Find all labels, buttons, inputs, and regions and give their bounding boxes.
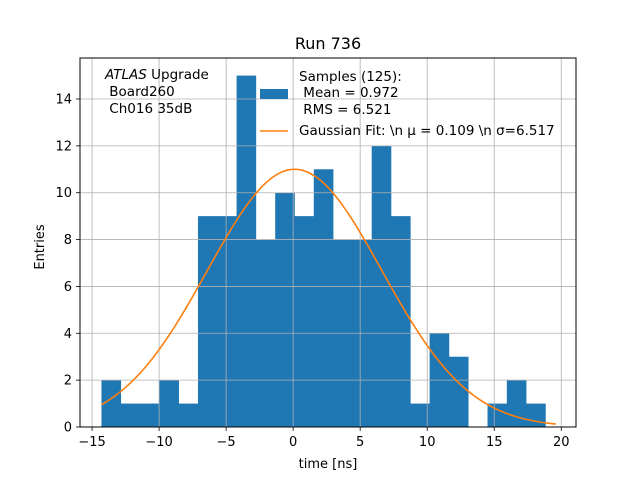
legend-hist-label-3: RMS = 6.521: [299, 102, 391, 118]
histogram-bar: [391, 216, 411, 427]
gaussian-fit-line: [101, 168, 556, 425]
x-tick-label: −10: [145, 435, 172, 450]
y-tick-label: 14: [55, 93, 72, 108]
histogram-bar: [294, 216, 315, 427]
x-tick-label: 15: [486, 435, 503, 450]
legend-hist-label-2: Mean = 0.972: [299, 85, 399, 101]
y-tick-label: 8: [64, 233, 72, 248]
annotation-line-1: ATLAS Upgrade: [104, 67, 209, 83]
histogram-bar: [159, 380, 179, 427]
annotation-line-2: Board260: [105, 84, 175, 100]
legend: Samples (125): Mean = 0.972 RMS = 6.521 …: [260, 69, 555, 139]
y-axis-ticks: 0 2 4 6 8 10 12 14: [55, 93, 80, 436]
histogram-bar: [275, 192, 295, 427]
plot-frame: [79, 57, 577, 428]
histogram-bar: [217, 216, 237, 427]
histogram-bar: [410, 403, 430, 427]
atlas-annotation: ATLAS Upgrade Board260 Ch016 35dB: [104, 67, 209, 117]
histogram-bar: [506, 380, 527, 427]
histogram-bar: [120, 403, 141, 427]
x-tick-label: −5: [217, 435, 236, 450]
x-axis-ticks: −15 −10 −5 0 5 10 15 20: [78, 427, 570, 450]
y-tick-label: 2: [64, 374, 72, 389]
legend-hist-label-1: Samples (125):: [299, 69, 402, 85]
legend-hist-swatch: [260, 89, 288, 99]
histogram-bar: [101, 380, 122, 427]
histogram-bar: [313, 169, 334, 428]
histogram-bar: [140, 403, 160, 427]
y-tick-label: 12: [55, 139, 72, 154]
x-tick-label: 5: [356, 435, 364, 450]
histogram-bar: [487, 403, 508, 427]
x-tick-label: 0: [289, 435, 297, 450]
y-axis-label: Entries: [33, 224, 48, 270]
y-tick-label: 0: [64, 421, 72, 436]
annotation-italic: ATLAS: [104, 67, 147, 83]
x-tick-label: 10: [419, 435, 436, 450]
histogram-bar: [197, 216, 218, 427]
histogram-bar: [448, 356, 469, 427]
x-axis-label: time [ns]: [299, 457, 358, 472]
histogram-bar: [178, 403, 199, 427]
chart-title: Run 736: [295, 34, 361, 53]
legend-fit-label: Gaussian Fit: \n μ = 0.109 \n σ=6.517: [299, 123, 555, 139]
x-tick-label: −15: [78, 435, 105, 450]
histogram-bar: [526, 403, 546, 427]
annotation-line-1-rest: Upgrade: [147, 67, 209, 83]
annotation-line-3: Ch016 35dB: [105, 101, 192, 117]
y-tick-label: 10: [55, 186, 72, 201]
y-tick-label: 6: [64, 280, 72, 295]
y-tick-label: 4: [64, 327, 72, 342]
x-tick-label: 20: [553, 435, 570, 450]
histogram-bar: [236, 75, 257, 428]
